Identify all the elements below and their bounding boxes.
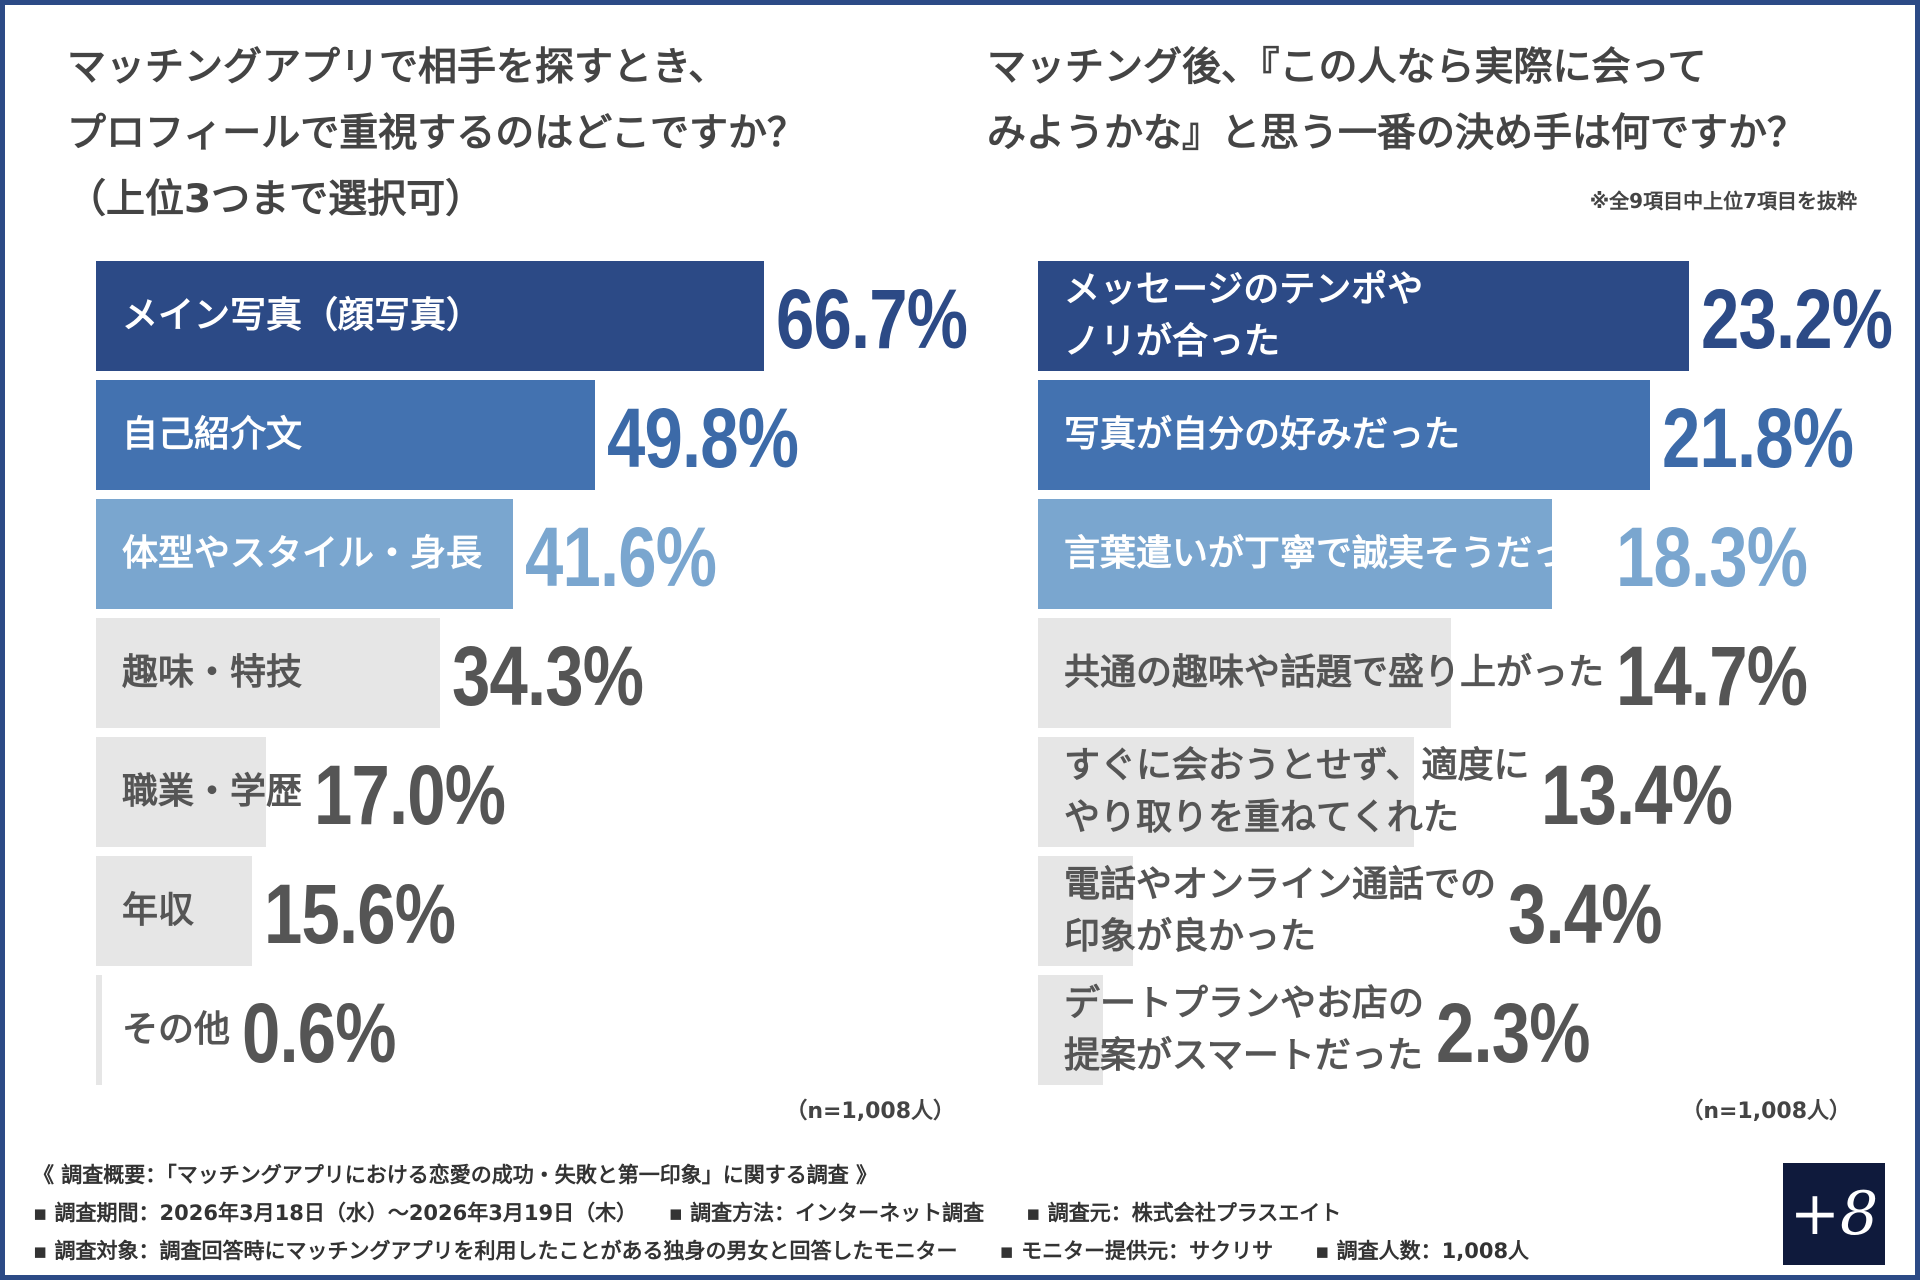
value-label: 15.6%: [264, 867, 456, 961]
bar-label: すぐに会おうとせず、適度に やり取りを重ねてくれた: [1064, 745, 1530, 838]
bar: [1038, 618, 1451, 728]
bar-label: 共通の趣味や話題で盛り上がった: [1064, 652, 1605, 693]
bar-label: デートプランやお店の 提案がスマートだった: [1064, 983, 1425, 1076]
value-label: 41.6%: [524, 510, 717, 604]
bar: [1038, 975, 1103, 1085]
bar-label: 電話やオンライン通話での 印象が良かった: [1064, 864, 1497, 957]
value-label: 18.3%: [1616, 510, 1808, 604]
value-label: 34.3%: [451, 629, 644, 723]
bar-label: メッセージのテンポや ノリが合った: [1064, 269, 1424, 362]
value-label: 2.3%: [1436, 986, 1591, 1080]
bar-label: 体型やスタイル・身長: [122, 533, 483, 574]
left-chart-title: マッチングアプリで相手を探すとき、 プロフィールで重視するのはどこですか？ （上…: [67, 45, 807, 222]
bar-label: 趣味・特技: [122, 652, 303, 693]
bar: [1038, 499, 1552, 609]
left-sample-size: （n=1,008人）: [785, 1099, 955, 1124]
bar-label: その他: [122, 1009, 231, 1050]
survey-details-1: ▪ 調査期間：2026年3月18日（水）～2026年3月19日（木） ▪ 調査方…: [33, 1201, 1342, 1225]
value-label: 17.0%: [314, 748, 506, 842]
bar: [96, 856, 253, 966]
survey-details-2: ▪ 調査対象：調査回答時にマッチングアプリを利用したことがある独身の男女と回答し…: [33, 1239, 1530, 1263]
right-sample-size: （n=1,008人）: [1681, 1099, 1851, 1124]
value-label: 23.2%: [1701, 272, 1893, 366]
bar-label: メイン写真（顔写真）: [122, 295, 483, 336]
value-label: 49.8%: [606, 391, 799, 485]
bar-label: 年収: [122, 890, 195, 931]
bar-label: 言葉遣いが丁寧で誠実そうだった: [1064, 533, 1605, 574]
bar: [1038, 261, 1690, 371]
value-label: 13.4%: [1541, 748, 1733, 842]
survey-summary: 《 調査概要：「マッチングアプリにおける恋愛の成功・失敗と第一印象」に関する調査…: [33, 1163, 878, 1187]
value-label: 14.7%: [1616, 629, 1808, 723]
bar: [1038, 380, 1651, 490]
right-chart-title: マッチング後、『この人なら実際に会って みようかな』と思う一番の決め手は何ですか…: [987, 45, 1807, 156]
bar-label: 写真が自分の好みだった: [1064, 414, 1461, 455]
value-label: 3.4%: [1508, 867, 1663, 961]
value-label: 0.6%: [242, 986, 397, 1080]
bar-label: 自己紹介文: [122, 414, 303, 455]
value-label: 66.7%: [776, 272, 968, 366]
bar-label: 職業・学歴: [122, 771, 303, 812]
company-logo: +8: [1783, 1163, 1885, 1265]
value-label: 21.8%: [1662, 391, 1854, 485]
bar: [96, 975, 102, 1085]
bar: [96, 499, 513, 609]
bar: [96, 261, 765, 371]
bar: [96, 618, 440, 728]
bar: [1038, 856, 1134, 966]
right-chart-note: ※全9項目中上位7項目を抜粋: [1589, 189, 1857, 213]
bar: [96, 737, 267, 847]
bar: [1038, 737, 1415, 847]
bar: [96, 380, 595, 490]
logo-text: +8: [1789, 1179, 1879, 1249]
